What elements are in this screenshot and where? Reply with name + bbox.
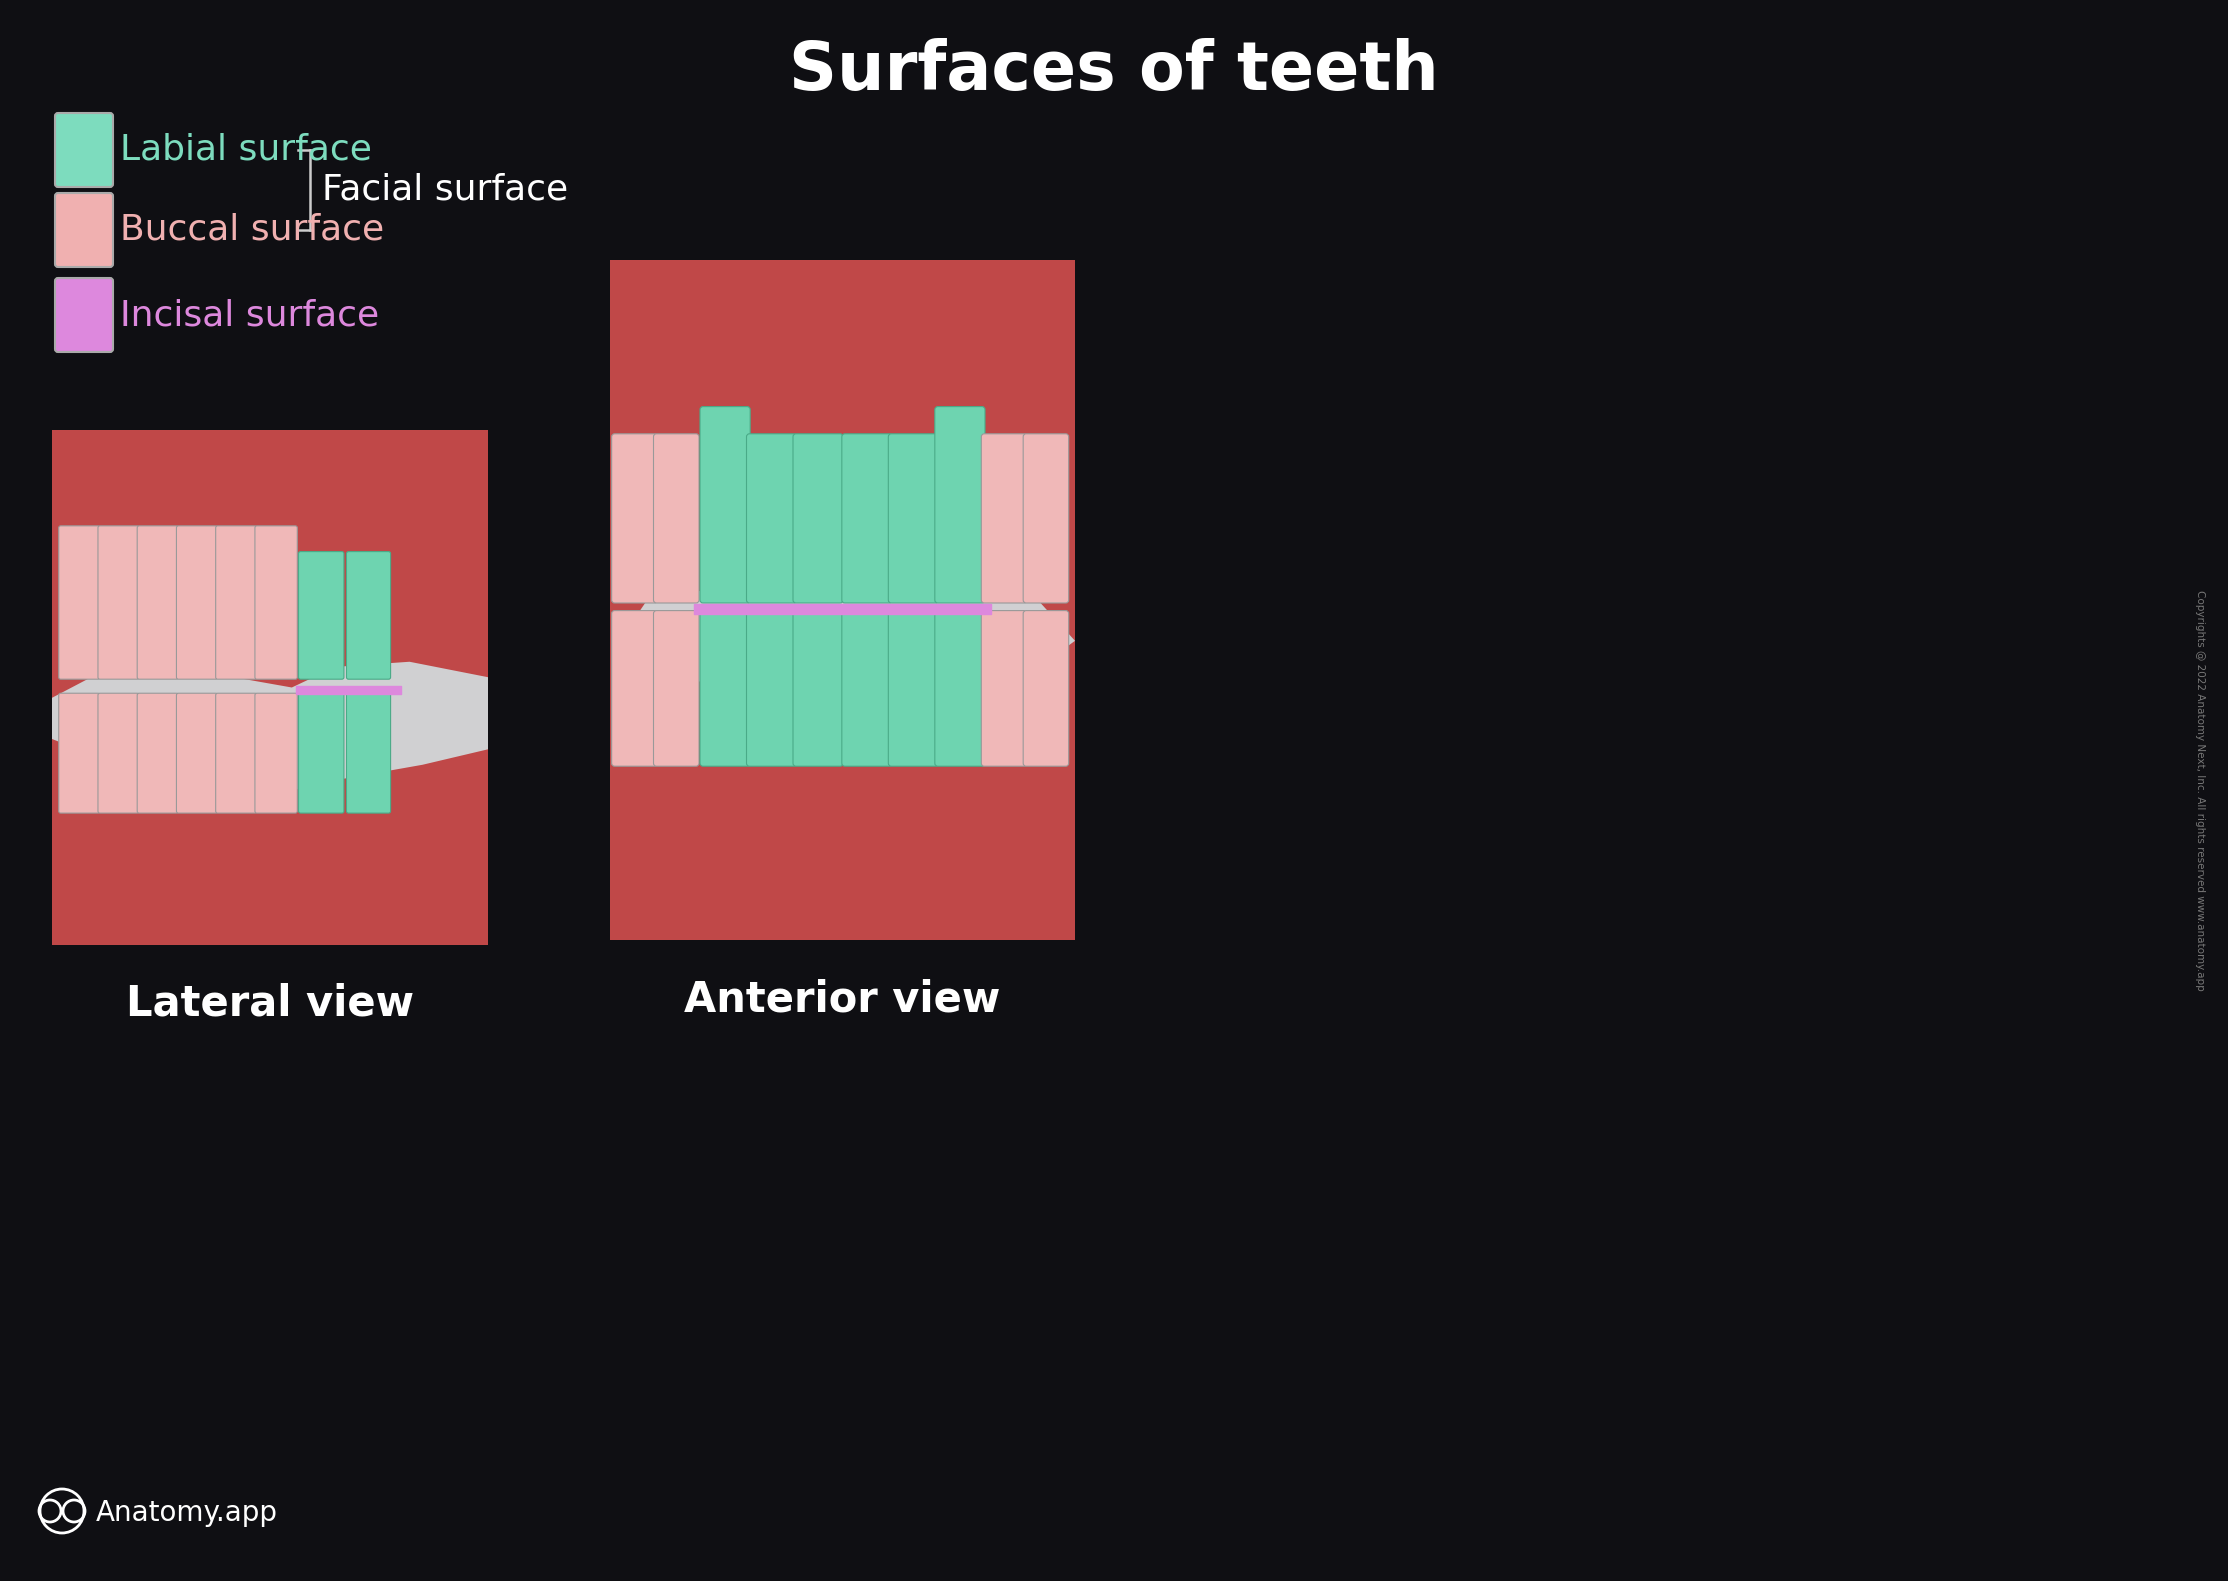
FancyBboxPatch shape [299,692,343,813]
FancyBboxPatch shape [842,433,891,602]
FancyBboxPatch shape [138,692,178,813]
Polygon shape [610,259,1074,655]
FancyBboxPatch shape [746,610,798,767]
Polygon shape [610,259,1074,941]
Text: Copyrights @ 2022 Anatomy Next, Inc. All rights reserved www.anatomy.app: Copyrights @ 2022 Anatomy Next, Inc. All… [2195,590,2206,991]
FancyBboxPatch shape [653,610,700,767]
Text: Incisal surface: Incisal surface [120,297,379,332]
Text: Labial surface: Labial surface [120,133,372,168]
FancyBboxPatch shape [1023,433,1069,602]
FancyBboxPatch shape [980,433,1027,602]
FancyBboxPatch shape [980,610,1027,767]
FancyBboxPatch shape [98,692,138,813]
FancyBboxPatch shape [216,526,256,680]
Polygon shape [610,640,1074,941]
Text: Anterior view: Anterior view [684,979,1000,1020]
FancyBboxPatch shape [299,552,343,680]
FancyBboxPatch shape [889,433,938,602]
Polygon shape [51,430,488,697]
Text: Lateral view: Lateral view [127,983,414,1024]
FancyBboxPatch shape [936,406,985,602]
Text: Buccal surface: Buccal surface [120,213,383,247]
FancyBboxPatch shape [793,433,842,602]
FancyBboxPatch shape [889,610,938,767]
FancyBboxPatch shape [653,433,700,602]
FancyBboxPatch shape [348,692,390,813]
FancyBboxPatch shape [936,610,985,767]
FancyBboxPatch shape [176,526,218,680]
FancyBboxPatch shape [176,692,218,813]
FancyBboxPatch shape [700,610,751,767]
FancyBboxPatch shape [254,692,296,813]
FancyBboxPatch shape [216,692,256,813]
FancyBboxPatch shape [613,610,657,767]
FancyBboxPatch shape [138,526,178,680]
Text: Surfaces of teeth: Surfaces of teeth [789,38,1439,104]
FancyBboxPatch shape [348,552,390,680]
FancyBboxPatch shape [56,112,114,187]
FancyBboxPatch shape [746,433,798,602]
FancyBboxPatch shape [613,433,657,602]
FancyBboxPatch shape [700,406,751,602]
Polygon shape [51,738,488,945]
FancyBboxPatch shape [254,526,296,680]
FancyBboxPatch shape [56,193,114,267]
Text: Facial surface: Facial surface [323,172,568,207]
FancyBboxPatch shape [1023,610,1069,767]
FancyBboxPatch shape [58,692,100,813]
Text: Anatomy.app: Anatomy.app [96,1499,278,1527]
FancyBboxPatch shape [58,526,100,680]
FancyBboxPatch shape [56,278,114,353]
FancyBboxPatch shape [842,610,891,767]
FancyBboxPatch shape [98,526,138,680]
Polygon shape [51,430,488,945]
FancyBboxPatch shape [793,610,842,767]
